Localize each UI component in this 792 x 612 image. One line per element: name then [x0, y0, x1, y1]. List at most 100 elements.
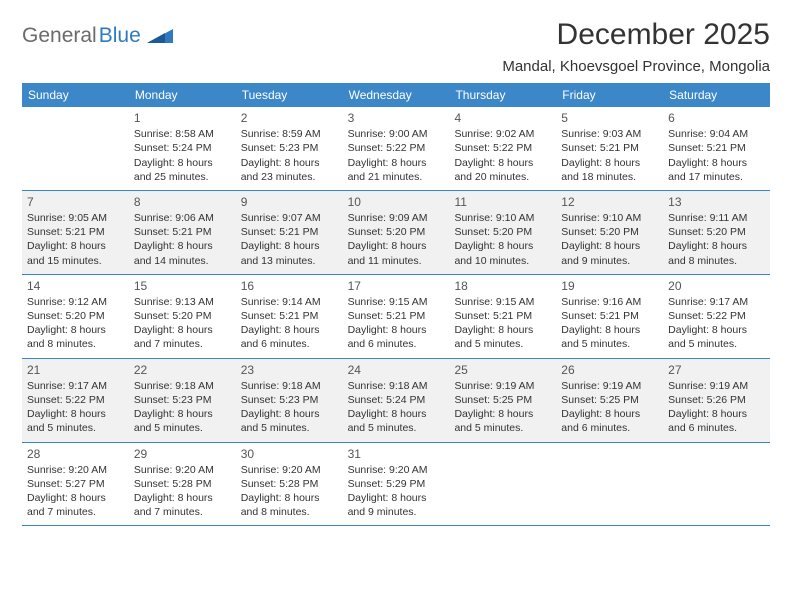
day-number: 15	[134, 278, 231, 294]
sunset-text: Sunset: 5:22 PM	[27, 393, 124, 407]
sunset-text: Sunset: 5:20 PM	[454, 225, 551, 239]
day-cell: 25Sunrise: 9:19 AMSunset: 5:25 PMDayligh…	[449, 359, 556, 442]
day-number: 6	[668, 110, 765, 126]
daylight-text: Daylight: 8 hours and 9 minutes.	[561, 239, 658, 267]
location-text: Mandal, Khoevsgoel Province, Mongolia	[502, 58, 770, 75]
daylight-text: Daylight: 8 hours and 5 minutes.	[668, 323, 765, 351]
sunrise-text: Sunrise: 9:15 AM	[348, 295, 445, 309]
daylight-text: Daylight: 8 hours and 8 minutes.	[27, 323, 124, 351]
day-cell: 9Sunrise: 9:07 AMSunset: 5:21 PMDaylight…	[236, 191, 343, 274]
day-number: 28	[27, 446, 124, 462]
sunset-text: Sunset: 5:22 PM	[668, 309, 765, 323]
daylight-text: Daylight: 8 hours and 15 minutes.	[27, 239, 124, 267]
day-cell: 5Sunrise: 9:03 AMSunset: 5:21 PMDaylight…	[556, 107, 663, 190]
daylight-text: Daylight: 8 hours and 6 minutes.	[241, 323, 338, 351]
daylight-text: Daylight: 8 hours and 6 minutes.	[668, 407, 765, 435]
day-number: 11	[454, 194, 551, 210]
day-number: 29	[134, 446, 231, 462]
sunset-text: Sunset: 5:21 PM	[27, 225, 124, 239]
day-cell: 3Sunrise: 9:00 AMSunset: 5:22 PMDaylight…	[343, 107, 450, 190]
daylight-text: Daylight: 8 hours and 6 minutes.	[348, 323, 445, 351]
daylight-text: Daylight: 8 hours and 5 minutes.	[561, 323, 658, 351]
sunset-text: Sunset: 5:22 PM	[454, 141, 551, 155]
day-number: 10	[348, 194, 445, 210]
day-cell	[663, 443, 770, 526]
daylight-text: Daylight: 8 hours and 9 minutes.	[348, 491, 445, 519]
day-cell: 16Sunrise: 9:14 AMSunset: 5:21 PMDayligh…	[236, 275, 343, 358]
day-number: 12	[561, 194, 658, 210]
day-cell: 20Sunrise: 9:17 AMSunset: 5:22 PMDayligh…	[663, 275, 770, 358]
sunset-text: Sunset: 5:21 PM	[454, 309, 551, 323]
calendar-grid: Sunday Monday Tuesday Wednesday Thursday…	[22, 83, 770, 526]
day-cell: 19Sunrise: 9:16 AMSunset: 5:21 PMDayligh…	[556, 275, 663, 358]
day-number: 26	[561, 362, 658, 378]
sunrise-text: Sunrise: 9:17 AM	[27, 379, 124, 393]
day-cell: 14Sunrise: 9:12 AMSunset: 5:20 PMDayligh…	[22, 275, 129, 358]
sunrise-text: Sunrise: 9:12 AM	[27, 295, 124, 309]
day-number: 8	[134, 194, 231, 210]
sunset-text: Sunset: 5:21 PM	[241, 309, 338, 323]
day-cell: 23Sunrise: 9:18 AMSunset: 5:23 PMDayligh…	[236, 359, 343, 442]
sunset-text: Sunset: 5:23 PM	[134, 393, 231, 407]
day-cell: 2Sunrise: 8:59 AMSunset: 5:23 PMDaylight…	[236, 107, 343, 190]
day-cell: 7Sunrise: 9:05 AMSunset: 5:21 PMDaylight…	[22, 191, 129, 274]
daylight-text: Daylight: 8 hours and 5 minutes.	[454, 407, 551, 435]
day-cell: 15Sunrise: 9:13 AMSunset: 5:20 PMDayligh…	[129, 275, 236, 358]
daylight-text: Daylight: 8 hours and 23 minutes.	[241, 156, 338, 184]
day-number: 19	[561, 278, 658, 294]
day-number: 30	[241, 446, 338, 462]
sunset-text: Sunset: 5:23 PM	[241, 393, 338, 407]
day-cell: 11Sunrise: 9:10 AMSunset: 5:20 PMDayligh…	[449, 191, 556, 274]
week-row: 14Sunrise: 9:12 AMSunset: 5:20 PMDayligh…	[22, 275, 770, 359]
day-cell	[556, 443, 663, 526]
sunrise-text: Sunrise: 9:17 AM	[668, 295, 765, 309]
day-cell: 31Sunrise: 9:20 AMSunset: 5:29 PMDayligh…	[343, 443, 450, 526]
sunrise-text: Sunrise: 9:16 AM	[561, 295, 658, 309]
day-number: 25	[454, 362, 551, 378]
daylight-text: Daylight: 8 hours and 13 minutes.	[241, 239, 338, 267]
day-cell: 29Sunrise: 9:20 AMSunset: 5:28 PMDayligh…	[129, 443, 236, 526]
sunset-text: Sunset: 5:20 PM	[134, 309, 231, 323]
sunset-text: Sunset: 5:20 PM	[348, 225, 445, 239]
daylight-text: Daylight: 8 hours and 5 minutes.	[27, 407, 124, 435]
sunset-text: Sunset: 5:25 PM	[454, 393, 551, 407]
sunrise-text: Sunrise: 9:10 AM	[454, 211, 551, 225]
day-cell: 28Sunrise: 9:20 AMSunset: 5:27 PMDayligh…	[22, 443, 129, 526]
sunrise-text: Sunrise: 9:19 AM	[561, 379, 658, 393]
day-number: 18	[454, 278, 551, 294]
sunset-text: Sunset: 5:20 PM	[561, 225, 658, 239]
week-row: 28Sunrise: 9:20 AMSunset: 5:27 PMDayligh…	[22, 443, 770, 527]
day-cell	[22, 107, 129, 190]
day-cell: 12Sunrise: 9:10 AMSunset: 5:20 PMDayligh…	[556, 191, 663, 274]
weekday-header: Wednesday	[343, 83, 450, 107]
sunrise-text: Sunrise: 9:11 AM	[668, 211, 765, 225]
daylight-text: Daylight: 8 hours and 7 minutes.	[134, 491, 231, 519]
daylight-text: Daylight: 8 hours and 18 minutes.	[561, 156, 658, 184]
sunset-text: Sunset: 5:28 PM	[134, 477, 231, 491]
logo-triangle-icon	[147, 25, 173, 48]
header: GeneralBlue December 2025 Mandal, Khoevs…	[22, 18, 770, 75]
weekday-header: Saturday	[663, 83, 770, 107]
sunset-text: Sunset: 5:27 PM	[27, 477, 124, 491]
day-number: 1	[134, 110, 231, 126]
sunrise-text: Sunrise: 9:04 AM	[668, 127, 765, 141]
day-cell: 26Sunrise: 9:19 AMSunset: 5:25 PMDayligh…	[556, 359, 663, 442]
day-number: 31	[348, 446, 445, 462]
daylight-text: Daylight: 8 hours and 7 minutes.	[27, 491, 124, 519]
sunset-text: Sunset: 5:21 PM	[561, 141, 658, 155]
weekday-header: Friday	[556, 83, 663, 107]
day-number: 13	[668, 194, 765, 210]
sunset-text: Sunset: 5:21 PM	[561, 309, 658, 323]
logo-text-general: General	[22, 24, 97, 48]
sunrise-text: Sunrise: 9:07 AM	[241, 211, 338, 225]
day-cell: 4Sunrise: 9:02 AMSunset: 5:22 PMDaylight…	[449, 107, 556, 190]
day-number: 23	[241, 362, 338, 378]
day-cell: 1Sunrise: 8:58 AMSunset: 5:24 PMDaylight…	[129, 107, 236, 190]
day-cell: 22Sunrise: 9:18 AMSunset: 5:23 PMDayligh…	[129, 359, 236, 442]
daylight-text: Daylight: 8 hours and 5 minutes.	[241, 407, 338, 435]
sunset-text: Sunset: 5:21 PM	[348, 309, 445, 323]
sunrise-text: Sunrise: 9:19 AM	[454, 379, 551, 393]
day-cell: 17Sunrise: 9:15 AMSunset: 5:21 PMDayligh…	[343, 275, 450, 358]
weekday-header: Tuesday	[236, 83, 343, 107]
day-number: 2	[241, 110, 338, 126]
